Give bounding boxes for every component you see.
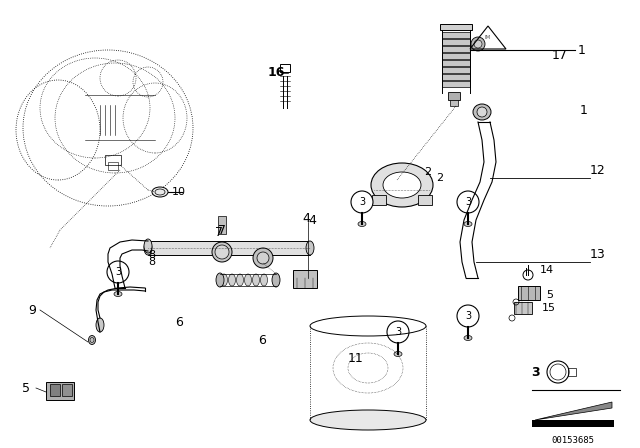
- Bar: [442, 53, 470, 59]
- Text: 7: 7: [215, 225, 223, 238]
- Text: 7: 7: [218, 224, 226, 237]
- Bar: [450, 100, 458, 106]
- Text: 5: 5: [546, 290, 553, 300]
- Ellipse shape: [394, 352, 402, 357]
- Text: 3: 3: [395, 327, 401, 337]
- Bar: [568, 368, 576, 376]
- Text: 2: 2: [424, 167, 431, 177]
- Text: 15: 15: [542, 303, 556, 313]
- Text: 9: 9: [28, 303, 36, 316]
- Circle shape: [457, 191, 479, 213]
- Text: 4: 4: [308, 214, 316, 227]
- Ellipse shape: [152, 187, 168, 197]
- Ellipse shape: [253, 248, 273, 268]
- Text: 13: 13: [590, 247, 605, 260]
- Text: 4: 4: [302, 211, 310, 224]
- Ellipse shape: [257, 252, 269, 264]
- Ellipse shape: [310, 410, 426, 430]
- Text: 14: 14: [540, 265, 554, 275]
- Text: 8: 8: [148, 250, 155, 260]
- Ellipse shape: [260, 274, 268, 286]
- Text: 3: 3: [465, 197, 471, 207]
- Circle shape: [107, 261, 129, 283]
- Ellipse shape: [306, 241, 314, 255]
- Text: 3: 3: [532, 366, 540, 379]
- Ellipse shape: [88, 336, 95, 345]
- Ellipse shape: [272, 273, 280, 287]
- Text: 6: 6: [258, 333, 266, 346]
- Ellipse shape: [215, 245, 229, 259]
- Text: 8: 8: [148, 257, 155, 267]
- Ellipse shape: [114, 292, 122, 297]
- Bar: [448, 92, 460, 100]
- Text: 12: 12: [590, 164, 605, 177]
- Bar: [46, 382, 74, 400]
- Bar: [514, 302, 532, 314]
- Ellipse shape: [212, 242, 232, 262]
- Text: IM: IM: [485, 34, 491, 39]
- Text: 16: 16: [268, 65, 285, 78]
- Ellipse shape: [477, 107, 487, 117]
- Bar: [532, 420, 614, 427]
- Text: 10: 10: [172, 187, 186, 197]
- Bar: [518, 286, 540, 300]
- Bar: [442, 74, 470, 80]
- Bar: [442, 39, 470, 45]
- Bar: [442, 46, 470, 52]
- Text: 1: 1: [578, 43, 586, 56]
- Text: 00153685: 00153685: [552, 435, 595, 444]
- Text: 3: 3: [115, 267, 121, 277]
- Bar: [442, 60, 470, 66]
- Text: 5: 5: [22, 382, 30, 395]
- Circle shape: [387, 321, 409, 343]
- Text: 1: 1: [580, 103, 588, 116]
- Circle shape: [457, 305, 479, 327]
- Bar: [218, 216, 226, 234]
- Bar: [418, 195, 432, 205]
- Bar: [62, 384, 72, 396]
- Bar: [442, 32, 470, 38]
- Bar: [440, 24, 472, 30]
- Ellipse shape: [144, 241, 152, 255]
- Text: 11: 11: [348, 352, 364, 365]
- Ellipse shape: [383, 172, 421, 198]
- Bar: [148, 241, 310, 255]
- Ellipse shape: [464, 336, 472, 340]
- Bar: [280, 64, 290, 72]
- Ellipse shape: [358, 221, 366, 227]
- Bar: [372, 195, 386, 205]
- Bar: [105, 155, 121, 165]
- Ellipse shape: [471, 37, 485, 51]
- Ellipse shape: [221, 274, 227, 286]
- Bar: [50, 384, 60, 396]
- Ellipse shape: [244, 274, 252, 286]
- Text: 2: 2: [436, 173, 443, 183]
- Circle shape: [351, 191, 373, 213]
- Bar: [442, 81, 470, 87]
- Text: 3: 3: [359, 197, 365, 207]
- Ellipse shape: [473, 104, 491, 120]
- Ellipse shape: [474, 40, 482, 48]
- Text: 6: 6: [175, 315, 183, 328]
- Polygon shape: [535, 402, 612, 420]
- Text: 3: 3: [465, 311, 471, 321]
- Ellipse shape: [96, 318, 104, 332]
- Ellipse shape: [144, 239, 152, 253]
- Bar: [293, 270, 317, 288]
- Ellipse shape: [464, 221, 472, 227]
- Bar: [442, 67, 470, 73]
- Ellipse shape: [253, 274, 259, 286]
- Ellipse shape: [228, 274, 236, 286]
- Ellipse shape: [237, 274, 243, 286]
- Ellipse shape: [371, 163, 433, 207]
- Ellipse shape: [216, 273, 224, 287]
- Text: 17: 17: [552, 48, 568, 61]
- Bar: [108, 162, 118, 170]
